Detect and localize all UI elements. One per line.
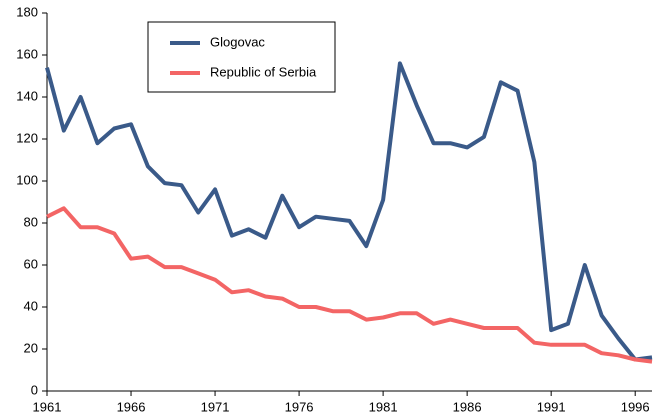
x-tick-label: 1976 xyxy=(285,399,314,414)
y-tick-label: 60 xyxy=(24,256,38,271)
x-tick-label: 1996 xyxy=(621,399,650,414)
y-tick-label: 40 xyxy=(24,298,38,313)
x-tick-label: 1991 xyxy=(537,399,566,414)
y-tick-label: 20 xyxy=(24,340,38,355)
y-tick-label: 160 xyxy=(16,46,38,61)
legend-box xyxy=(147,21,336,93)
legend-label: Republic of Serbia xyxy=(210,64,317,79)
x-tick-label: 1981 xyxy=(369,399,398,414)
x-tick-label: 1961 xyxy=(33,399,62,414)
x-tick-label: 1971 xyxy=(201,399,230,414)
y-tick-label: 0 xyxy=(31,382,38,397)
x-tick-label: 1986 xyxy=(453,399,482,414)
y-tick-label: 180 xyxy=(16,4,38,19)
legend-label: Glogovac xyxy=(210,34,265,49)
series-line xyxy=(45,61,653,362)
y-tick-label: 120 xyxy=(16,130,38,145)
y-tick-label: 80 xyxy=(24,214,38,229)
x-tick-label: 1966 xyxy=(117,399,146,414)
series-line xyxy=(46,206,653,364)
y-tick-label: 140 xyxy=(16,88,38,103)
y-tick-label: 100 xyxy=(16,172,38,187)
